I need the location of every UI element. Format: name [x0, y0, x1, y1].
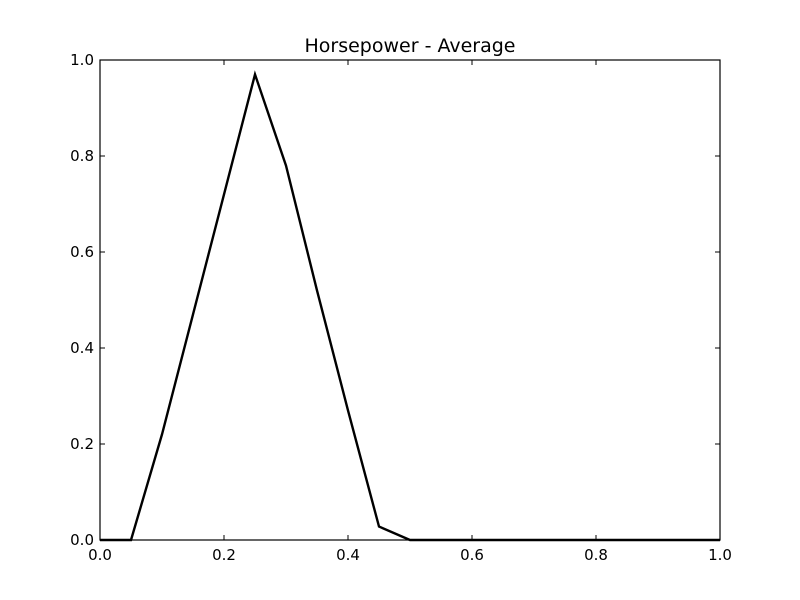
y-tick-label: 0.6	[70, 243, 94, 261]
y-tick-label: 0.2	[70, 435, 94, 453]
x-tick-label: 0.6	[460, 546, 484, 564]
ticks-layer: 0.0 0.2 0.4 0.6 0.8 1.0 0.0 0.2 0.4 0.6 0.8 1.0	[70, 51, 732, 564]
plot-frame	[99, 59, 721, 541]
y-tick-label: 1.0	[70, 51, 94, 69]
x-tick-label: 0.4	[336, 546, 360, 564]
y-tick-label: 0.8	[70, 147, 94, 165]
y-tick-label: 0.0	[70, 531, 94, 549]
y-tick-label: 0.4	[70, 339, 94, 357]
x-tick-label: 0.8	[584, 546, 608, 564]
x-tick-label: 0.0	[88, 546, 112, 564]
chart-title: Horsepower - Average	[305, 35, 516, 57]
x-tick-label: 0.2	[212, 546, 236, 564]
plot-area	[100, 60, 720, 540]
x-tick-label: 1.0	[708, 546, 732, 564]
